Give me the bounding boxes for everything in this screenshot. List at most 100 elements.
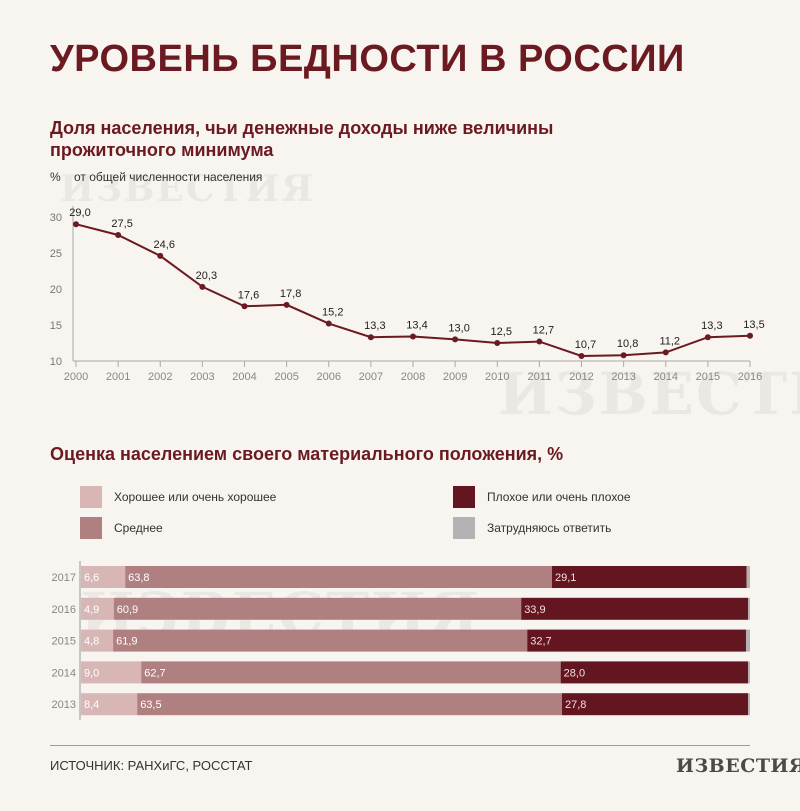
bar-segment [141, 661, 561, 684]
y-tick-label: 10 [50, 356, 62, 368]
bar-segment [81, 693, 138, 716]
source-note: ИСТОЧНИК: РАНХиГС, РОССТАТ [50, 758, 253, 773]
watermark-bottom: ИЗВЕСТИЯ [80, 580, 482, 648]
y-tick-label: 25 [50, 248, 62, 260]
legend-swatch [80, 486, 102, 508]
x-tick-label: 2012 [569, 371, 593, 383]
bar-segment [551, 566, 747, 588]
data-point [494, 340, 501, 346]
data-point [662, 349, 669, 356]
data-label: 24,6 [154, 239, 175, 251]
bar-value-label: 33,9 [524, 604, 545, 616]
bar-category-label: 2017 [52, 572, 76, 584]
x-tick-label: 2008 [401, 371, 425, 383]
bar-segment [81, 597, 114, 620]
x-tick-label: 2000 [64, 371, 88, 383]
x-tick-label: 2004 [232, 371, 256, 383]
data-label: 12,5 [491, 326, 512, 338]
y-tick-label: 20 [50, 284, 62, 296]
y-tick-label: 15 [50, 320, 62, 332]
data-point [747, 332, 753, 339]
bar-segment [125, 566, 552, 588]
legend-swatch [453, 517, 475, 539]
bar-segment [560, 661, 748, 684]
data-point [157, 252, 164, 259]
bar-segment [746, 566, 750, 588]
unit-label: от общей численности населения [74, 170, 263, 184]
bar-segment [113, 597, 522, 620]
data-point [452, 336, 459, 343]
legend-item-undecided: Затрудняюсь ответить [453, 517, 611, 539]
x-tick-label: 2003 [190, 371, 214, 383]
bar-value-label: 63,8 [128, 572, 149, 584]
bar-segment [81, 629, 114, 652]
bar-value-label: 28,0 [564, 667, 585, 679]
bar-segment [137, 693, 563, 716]
bar-segment [81, 566, 126, 588]
bar-value-label: 27,8 [565, 699, 586, 711]
data-point [115, 232, 122, 238]
data-label: 11,2 [659, 335, 680, 347]
data-label: 29,0 [69, 207, 90, 219]
data-label: 27,5 [111, 218, 132, 230]
data-label: 17,8 [280, 288, 301, 300]
data-label: 17,6 [238, 289, 259, 301]
legend-swatch [453, 486, 475, 508]
bar-category-label: 2015 [52, 636, 76, 648]
data-label: 13,4 [406, 320, 427, 332]
bar-value-label: 63,5 [140, 699, 161, 711]
x-tick-label: 2015 [696, 371, 720, 383]
x-tick-label: 2013 [611, 371, 635, 383]
bar-segment [747, 693, 750, 716]
legend-item-good: Хорошее или очень хорошее [80, 486, 276, 508]
y-tick-label: 30 [50, 212, 62, 224]
unit-symbol: % [50, 170, 61, 184]
bar-value-label: 4,8 [84, 636, 99, 648]
bar-segment [747, 661, 750, 684]
bar-segment [747, 597, 750, 620]
x-tick-label: 2007 [359, 371, 383, 383]
data-label: 15,2 [322, 307, 343, 319]
data-point [536, 338, 543, 345]
x-tick-label: 2001 [106, 371, 130, 383]
bar-chart-title: Оценка населением своего материального п… [50, 444, 564, 464]
bar-value-label: 6,6 [84, 572, 99, 584]
data-label: 12,7 [533, 325, 554, 337]
bar-value-label: 60,9 [117, 604, 138, 616]
legend-swatch [80, 517, 102, 539]
data-label: 13,3 [364, 320, 385, 332]
data-label: 10,7 [575, 339, 596, 351]
bar-value-label: 4,9 [84, 604, 99, 616]
bar-value-label: 61,9 [116, 636, 137, 648]
data-label: 13,3 [701, 320, 722, 332]
legend-label: Среднее [114, 521, 163, 535]
data-label: 13,5 [743, 319, 764, 331]
x-tick-label: 2011 [528, 371, 552, 383]
bar-value-label: 32,7 [530, 636, 551, 648]
data-point [367, 334, 374, 341]
x-tick-label: 2006 [317, 371, 341, 383]
footer-divider [50, 745, 750, 746]
bar-category-label: 2016 [52, 604, 76, 616]
line-chart: 10 15 20 25 30 2000 2001 2002 2003 2004 2005 2006 20… [50, 206, 765, 383]
data-point [199, 283, 206, 290]
data-label: 10,8 [617, 338, 638, 350]
x-tick-label: 2005 [274, 371, 298, 383]
data-point [410, 333, 416, 340]
x-tick-label: 2010 [485, 371, 509, 383]
bar-segment [527, 629, 746, 652]
line-chart-title: Доля населения, чьи денежные доходы ниже… [50, 118, 554, 160]
data-point [578, 352, 585, 359]
legend-label: Хорошее или очень хорошее [114, 490, 277, 504]
data-point [620, 352, 627, 359]
bar-segment [113, 629, 528, 652]
bar-segment [81, 661, 142, 684]
data-label: 20,3 [196, 270, 217, 282]
legend-item-average: Среднее [80, 517, 163, 539]
x-tick-label: 2009 [443, 371, 467, 383]
bar-value-label: 8,4 [84, 699, 99, 711]
x-tick-label: 2016 [738, 371, 762, 383]
bar-segment [562, 693, 748, 716]
data-point [283, 301, 290, 308]
data-point [73, 221, 79, 228]
